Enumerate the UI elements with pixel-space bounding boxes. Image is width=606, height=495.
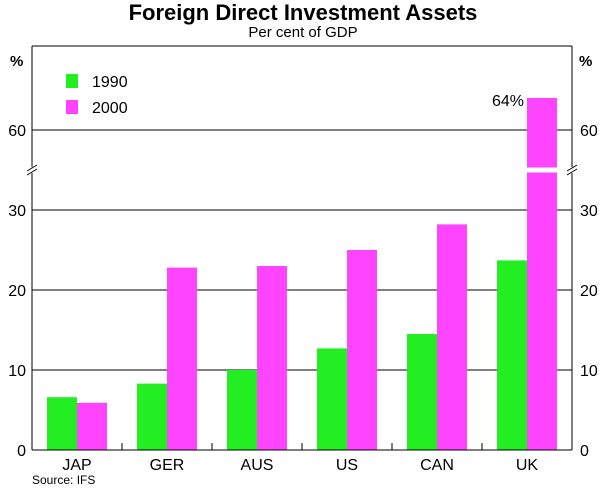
bar-2000-uk — [527, 98, 557, 450]
bar-1990-aus — [227, 370, 257, 450]
y-tick-label-right: 0 — [580, 443, 589, 460]
x-tick-label: AUS — [241, 457, 274, 474]
x-tick-label: GER — [150, 457, 185, 474]
break-mark-right — [566, 168, 578, 176]
y-tick-label-right: 60 — [580, 123, 598, 140]
axis-labels: 0 0 10 10 20 20 30 30 60 60% % JAP GER AUS US CAN UK 64% — [8, 53, 598, 474]
legend: 1990 2000 — [66, 74, 128, 117]
y-tick-label-right: 10 — [580, 363, 598, 380]
bar-1990-jap — [47, 397, 77, 450]
bar-2000-can — [437, 224, 467, 450]
y-tick-label-left: 0 — [17, 443, 26, 460]
x-tick-label: US — [336, 457, 358, 474]
legend-label-1990: 1990 — [92, 74, 128, 91]
gridlines — [32, 129, 572, 371]
break-gap — [22, 167, 582, 173]
y-tick-label-right: 20 — [580, 283, 598, 300]
axis-break — [22, 164, 582, 176]
bar-2000-jap — [77, 402, 107, 450]
bar-2000-ger — [167, 267, 197, 450]
chart-subtitle: Per cent of GDP — [248, 24, 358, 41]
legend-swatch-1990 — [66, 74, 78, 88]
y-unit-label-left: % — [10, 53, 23, 70]
plot-frame — [31, 45, 573, 451]
bar-1990-uk — [497, 260, 527, 450]
legend-label-2000: 2000 — [92, 100, 128, 117]
bar-1990-can — [407, 334, 437, 450]
legend-swatch-2000 — [66, 100, 78, 114]
x-tick-label: JAP — [62, 457, 91, 474]
y-unit-label-right: % — [579, 53, 592, 70]
break-mark-left — [26, 168, 38, 176]
x-tick-label: CAN — [420, 457, 454, 474]
y-tick-label-right: 30 — [580, 203, 598, 220]
data-label-annotation: 64% — [492, 93, 524, 110]
bars — [47, 98, 557, 450]
source-note: Source: IFS — [32, 473, 96, 487]
y-tick-label-left: 60 — [8, 123, 26, 140]
bar-1990-us — [317, 348, 347, 450]
break-mark-left — [26, 164, 38, 172]
bar-2000-us — [347, 250, 377, 450]
x-tick-label: UK — [516, 457, 539, 474]
break-mark-right — [566, 164, 578, 172]
chart-title: Foreign Direct Investment Assets — [128, 0, 478, 25]
y-tick-label-left: 20 — [8, 283, 26, 300]
bar-1990-ger — [137, 383, 167, 450]
y-tick-label-left: 30 — [8, 203, 26, 220]
y-tick-label-left: 10 — [8, 363, 26, 380]
bar-2000-aus — [257, 266, 287, 450]
